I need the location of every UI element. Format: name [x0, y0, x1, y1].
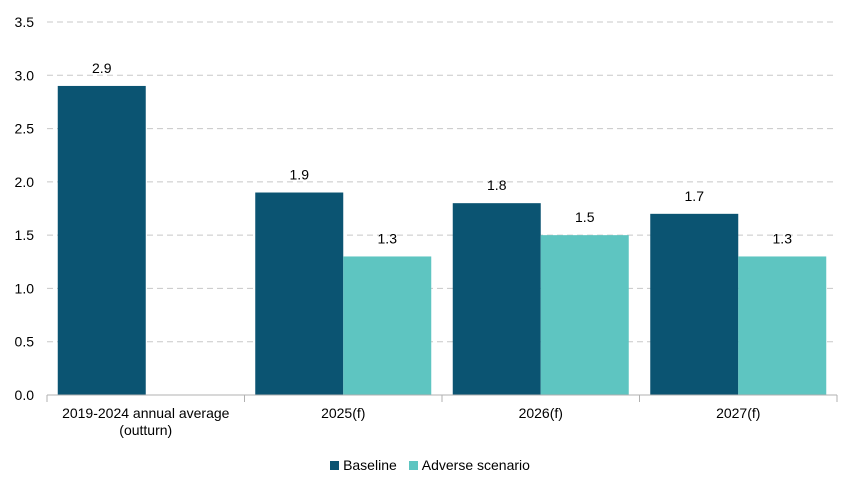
y-tick-label: 1.0 — [15, 280, 35, 296]
legend-item-baseline: Baseline — [330, 457, 397, 473]
data-label: 1.5 — [575, 209, 595, 225]
legend-item-adverse: Adverse scenario — [408, 457, 530, 473]
bar-baseline — [255, 192, 344, 395]
y-tick-label: 2.5 — [15, 121, 35, 137]
legend-label-adverse: Adverse scenario — [421, 457, 530, 473]
bar-baseline — [57, 85, 146, 395]
legend-swatch-baseline — [330, 460, 340, 470]
y-tick-label: 1.5 — [15, 227, 35, 243]
data-label: 1.8 — [487, 177, 507, 193]
bar-chart: 0.0 0.5 1.0 1.5 2.0 2.5 3.0 3.5 2.9 1.9 1.3 1.8 1.5… — [15, 14, 838, 438]
x-category-label: 2026(f) — [519, 405, 563, 421]
legend: Baseline Adverse scenario — [0, 457, 860, 473]
x-axis-categories: 2019-2024 annual average(outturn) 2025(f)… — [62, 405, 760, 438]
y-axis-ticks: 0.0 0.5 1.0 1.5 2.0 2.5 3.0 3.5 — [15, 14, 35, 403]
data-label: 1.3 — [378, 230, 398, 246]
x-category-label: (outturn) — [119, 422, 172, 438]
y-tick-label: 0.0 — [15, 387, 35, 403]
y-tick-label: 3.0 — [15, 67, 35, 83]
x-category-label: 2027(f) — [716, 405, 760, 421]
data-label: 1.3 — [773, 230, 793, 246]
y-tick-label: 0.5 — [15, 334, 35, 350]
data-label: 1.7 — [685, 188, 705, 204]
y-tick-label: 3.5 — [15, 14, 35, 30]
bar-baseline — [452, 203, 541, 395]
data-label: 1.9 — [290, 167, 310, 183]
y-tick-label: 2.0 — [15, 174, 35, 190]
legend-swatch-adverse — [408, 460, 418, 470]
legend-label-baseline: Baseline — [343, 457, 397, 473]
bars — [57, 85, 827, 395]
bar-baseline — [650, 213, 739, 395]
x-category-label: 2025(f) — [321, 405, 365, 421]
x-category-label: 2019-2024 annual average — [62, 405, 230, 421]
bar-adverse — [540, 235, 629, 395]
bar-adverse — [738, 256, 827, 395]
gridlines — [47, 21, 837, 343]
data-labels: 2.9 1.9 1.3 1.8 1.5 1.7 1.3 — [92, 60, 792, 247]
x-axis-dividers — [46, 395, 838, 402]
bar-adverse — [343, 256, 432, 395]
data-label: 2.9 — [92, 60, 112, 76]
